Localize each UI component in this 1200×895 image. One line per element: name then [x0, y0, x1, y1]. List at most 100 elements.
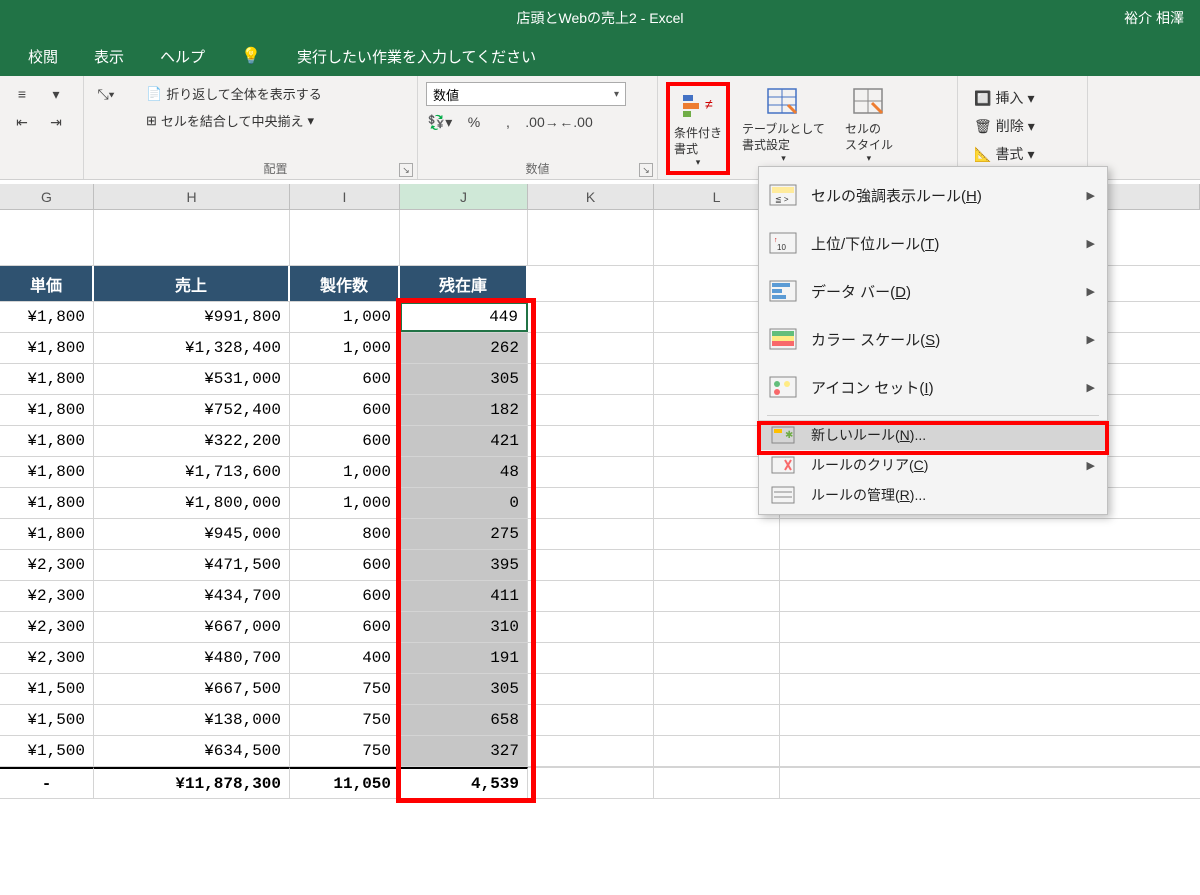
cell-stock[interactable]: 421 — [400, 426, 528, 456]
cell[interactable] — [654, 581, 780, 611]
col-header-G[interactable]: G — [0, 184, 94, 209]
cell-price[interactable]: ¥2,300 — [0, 581, 94, 611]
comma-btn[interactable]: , — [494, 110, 522, 134]
cell-price[interactable]: ¥1,800 — [0, 519, 94, 549]
cell[interactable] — [528, 550, 654, 580]
cell-sales[interactable]: ¥434,700 — [94, 581, 290, 611]
cell[interactable] — [528, 488, 654, 518]
user-name[interactable]: 裕介 相澤 — [1124, 8, 1184, 28]
tab-help[interactable]: ヘルプ — [160, 46, 205, 67]
cell-price[interactable]: ¥2,300 — [0, 550, 94, 580]
total-sales[interactable]: ¥11,878,300 — [94, 767, 290, 798]
cell-sales[interactable]: ¥531,000 — [94, 364, 290, 394]
table-header-price[interactable]: 単価 — [0, 266, 94, 301]
cell-stock[interactable]: 305 — [400, 674, 528, 704]
cell-produced[interactable]: 750 — [290, 674, 400, 704]
cell-styles-btn[interactable]: セルの スタイル ▾ — [837, 82, 901, 175]
orientation-btn[interactable]: ⤡▾ — [92, 82, 120, 106]
cell[interactable] — [780, 612, 1200, 642]
cell-stock[interactable]: 191 — [400, 643, 528, 673]
cell[interactable] — [528, 736, 654, 766]
cell-sales[interactable]: ¥138,000 — [94, 705, 290, 735]
cell[interactable] — [528, 674, 654, 704]
cell-stock[interactable]: 310 — [400, 612, 528, 642]
cell-stock[interactable]: 262 — [400, 333, 528, 363]
cell[interactable] — [780, 705, 1200, 735]
cell-sales[interactable]: ¥471,500 — [94, 550, 290, 580]
number-format-combo[interactable]: 数値 ▾ — [426, 82, 626, 106]
decrease-decimal-btn[interactable]: ←.00 — [562, 110, 590, 134]
cell[interactable] — [528, 266, 654, 301]
cell[interactable] — [0, 210, 94, 265]
cell[interactable] — [780, 581, 1200, 611]
cell-sales[interactable]: ¥1,328,400 — [94, 333, 290, 363]
menu-data-bars[interactable]: データ バー(D) ▶ — [759, 267, 1107, 315]
align-btn-2[interactable]: ▾ — [42, 82, 70, 106]
cell[interactable] — [528, 612, 654, 642]
menu-highlight-cells[interactable]: ≦ > セルの強調表示ルール(H) ▶ — [759, 171, 1107, 219]
cell-produced[interactable]: 750 — [290, 736, 400, 766]
cell-stock[interactable]: 305 — [400, 364, 528, 394]
cell[interactable] — [528, 426, 654, 456]
cell-price[interactable]: ¥2,300 — [0, 643, 94, 673]
tab-view[interactable]: 表示 — [94, 46, 124, 67]
dialog-launcher-align[interactable]: ↘ — [399, 163, 413, 177]
col-header-I[interactable]: I — [290, 184, 400, 209]
cell-price[interactable]: ¥1,800 — [0, 364, 94, 394]
cell[interactable] — [400, 210, 528, 265]
cell-stock[interactable]: 275 — [400, 519, 528, 549]
cell[interactable] — [528, 364, 654, 394]
cell-stock[interactable]: 327 — [400, 736, 528, 766]
cell[interactable] — [654, 674, 780, 704]
currency-btn[interactable]: 💱▾ — [426, 110, 454, 134]
cell[interactable] — [528, 210, 654, 265]
cell[interactable] — [654, 612, 780, 642]
cell-sales[interactable]: ¥991,800 — [94, 302, 290, 332]
cell-produced[interactable]: 600 — [290, 395, 400, 425]
menu-manage-rules[interactable]: ルールの管理(R)... — [759, 480, 1107, 510]
cell[interactable] — [528, 302, 654, 332]
cell-produced[interactable]: 600 — [290, 364, 400, 394]
cell-stock[interactable]: 182 — [400, 395, 528, 425]
cell-sales[interactable]: ¥634,500 — [94, 736, 290, 766]
cell-stock[interactable]: 658 — [400, 705, 528, 735]
cell-sales[interactable]: ¥752,400 — [94, 395, 290, 425]
cell-produced[interactable]: 600 — [290, 612, 400, 642]
cell[interactable] — [780, 736, 1200, 766]
cell-price[interactable]: ¥1,500 — [0, 674, 94, 704]
cell[interactable] — [528, 457, 654, 487]
cell-produced[interactable]: 600 — [290, 581, 400, 611]
cell[interactable] — [528, 333, 654, 363]
cell-produced[interactable]: 1,000 — [290, 302, 400, 332]
table-header-stock[interactable]: 残在庫 — [400, 266, 528, 301]
cell[interactable] — [528, 705, 654, 735]
cell-produced[interactable]: 750 — [290, 705, 400, 735]
table-header-sales[interactable]: 売上 — [94, 266, 290, 301]
cell-price[interactable]: ¥1,800 — [0, 333, 94, 363]
cell[interactable] — [780, 643, 1200, 673]
total-stock[interactable]: 4,539 — [400, 767, 528, 798]
cell-stock[interactable]: 0 — [400, 488, 528, 518]
percent-btn[interactable]: % — [460, 110, 488, 134]
dialog-launcher-number[interactable]: ↘ — [639, 163, 653, 177]
cell-price[interactable]: ¥1,800 — [0, 426, 94, 456]
cell[interactable] — [290, 210, 400, 265]
cell[interactable] — [654, 705, 780, 735]
cell-sales[interactable]: ¥667,000 — [94, 612, 290, 642]
format-cells-btn[interactable]: 📐書式 ▾ — [970, 142, 1075, 166]
wrap-text-btn[interactable]: 📄 折り返して全体を表示する — [142, 82, 326, 105]
cell-sales[interactable]: ¥1,713,600 — [94, 457, 290, 487]
menu-top-bottom[interactable]: ↑10 上位/下位ルール(T) ▶ — [759, 219, 1107, 267]
cell-stock[interactable]: 395 — [400, 550, 528, 580]
cell[interactable] — [654, 643, 780, 673]
cell-price[interactable]: ¥1,500 — [0, 705, 94, 735]
cell[interactable] — [528, 581, 654, 611]
indent-right-btn[interactable]: ⇥ — [42, 110, 70, 134]
cell[interactable] — [654, 550, 780, 580]
cell[interactable] — [780, 674, 1200, 704]
cell[interactable] — [654, 736, 780, 766]
col-header-J[interactable]: J — [400, 184, 528, 209]
cell[interactable] — [780, 519, 1200, 549]
align-btn[interactable]: ≡ — [8, 82, 36, 106]
cell-produced[interactable]: 800 — [290, 519, 400, 549]
